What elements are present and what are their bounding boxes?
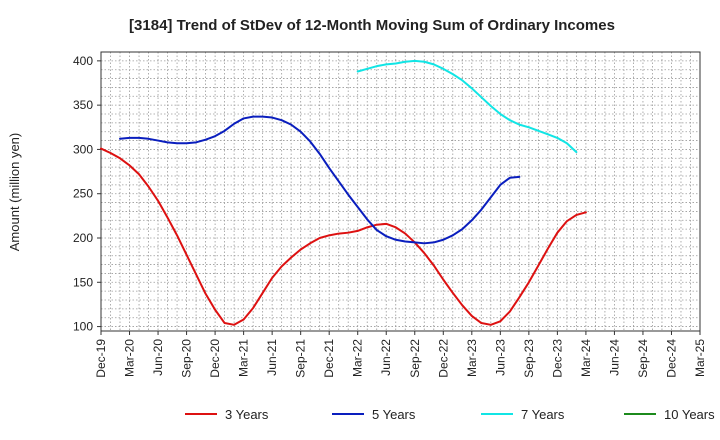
x-tick-label: Dec-20 [208,339,222,378]
x-tick-label: Sep-21 [294,339,308,378]
x-tick-label: Dec-19 [94,339,108,378]
x-tick-label: Mar-21 [237,339,251,377]
plot-background [101,52,700,331]
x-tick-label: Jun-21 [265,339,279,376]
legend-label: 10 Years [664,407,715,422]
legend-item-7-years: 7 Years [481,407,565,422]
legend-label: 7 Years [521,407,565,422]
y-tick-label: 250 [73,187,93,201]
x-tick-label: Mar-20 [123,339,137,377]
y-axis-label: Amount (million yen) [7,133,22,252]
x-tick-label: Jun-24 [607,339,621,376]
legend-item-3-years: 3 Years [185,407,269,422]
series-line-5-years [119,115,521,245]
x-tick-label: Jun-23 [493,339,507,376]
y-tick-label: 350 [73,98,93,112]
chart-title: [3184] Trend of StDev of 12-Month Moving… [129,17,615,34]
x-tick-label: Mar-22 [351,339,365,377]
legend-label: 3 Years [225,407,269,422]
y-tick-label: 400 [73,54,93,68]
x-tick-label: Sep-22 [408,339,422,378]
x-tick-label: Sep-20 [180,339,194,378]
x-tick-label: Dec-23 [550,339,564,378]
y-tick-label: 300 [73,142,93,156]
series-line-3-years [100,147,587,326]
series-line-7-years [356,59,578,154]
legend-item-10-years: 10 Years [624,407,715,422]
y-tick-label: 200 [73,231,93,245]
plot-frame [100,51,701,332]
y-tick-label: 150 [73,275,93,289]
x-tick-label: Jun-22 [379,339,393,376]
x-tick-label: Dec-22 [436,339,450,378]
x-tick-label: Dec-21 [322,339,336,378]
x-tick-label: Sep-23 [522,339,536,378]
legend-label: 5 Years [372,407,416,422]
x-tick-label: Mar-24 [579,339,593,377]
plot-area: 100 150 200 250 300 350 400 Dec-19 Mar-20 Jun-20 S… [73,51,707,378]
x-tick-label: Mar-23 [465,339,479,377]
x-tick-label: Sep-24 [636,339,650,378]
legend: 3 Years 5 Years 7 Years 10 Years [185,407,715,422]
legend-item-5-years: 5 Years [332,407,416,422]
x-tick-label: Mar-25 [693,339,707,377]
x-tick-label: Jun-20 [151,339,165,376]
y-tick-label: 100 [73,320,93,334]
x-tick-label: Dec-24 [664,339,678,378]
